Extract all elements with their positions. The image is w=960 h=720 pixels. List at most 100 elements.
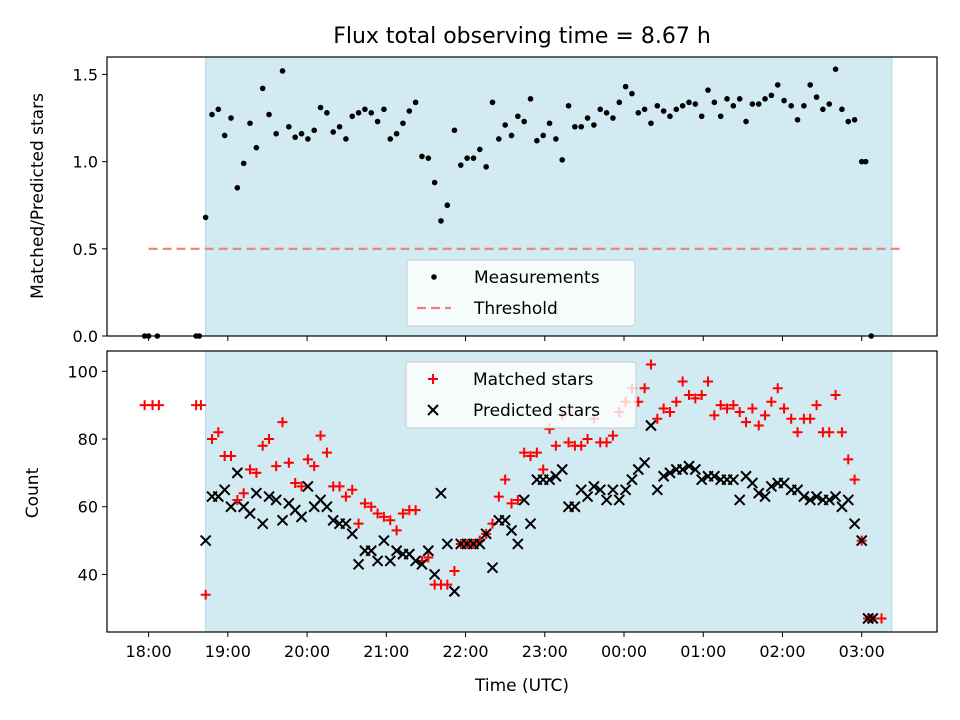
predicted-star-point (753, 487, 765, 499)
predicted-star-point (270, 494, 282, 506)
measurement-point (477, 146, 483, 153)
measurement-point (253, 144, 260, 151)
matched-star-point (849, 474, 860, 485)
matched-star-point (805, 413, 816, 424)
matched-star-point (264, 434, 275, 445)
matched-star-point (519, 447, 530, 458)
measurement-point (826, 101, 833, 107)
predicted-star-point (524, 517, 537, 530)
measurement-point (572, 123, 578, 130)
predicted-star-point (842, 494, 854, 506)
x-tick-label: 03:00 (839, 642, 885, 661)
legend-label: Predicted stars (473, 401, 600, 421)
matched-star-point (493, 491, 504, 502)
predicted-star-point (569, 501, 581, 513)
measurement-point (546, 120, 553, 127)
measurement-point (247, 120, 253, 127)
measurement-point (228, 115, 234, 121)
measurement-point (508, 132, 515, 139)
x-tick-label: 19:00 (205, 642, 251, 661)
measurement-point (489, 99, 496, 106)
predicted-star-point (645, 419, 657, 432)
legend-box (406, 259, 636, 327)
measurement-point (374, 118, 381, 125)
measurement-point (603, 110, 610, 116)
measurement-point (832, 66, 839, 73)
matched-star-point (500, 474, 511, 485)
legend-label: Threshold (473, 299, 558, 319)
matched-star-point (696, 390, 707, 401)
matched-star-point (830, 390, 841, 401)
matched-star-point (601, 437, 612, 448)
top-panel: 0.0 0.5 1.0 1.5 Measurements Threshold (73, 56, 938, 346)
measurement-point (431, 179, 438, 186)
measurement-point (266, 111, 272, 118)
predicted-star-point (543, 473, 556, 486)
matched-star-point (683, 390, 694, 401)
predicted-star-point (727, 473, 740, 486)
measurement-point (616, 99, 623, 106)
matched-star-point (372, 508, 383, 519)
predicted-star-point (867, 612, 879, 625)
matched-star-point (277, 417, 288, 428)
matched-star-point (423, 552, 434, 563)
measurement-point (692, 101, 699, 107)
matched-star-point (512, 494, 523, 505)
matched-star-point (347, 484, 358, 495)
matched-star-point (334, 481, 345, 492)
matched-star-point (753, 420, 764, 431)
measurement-point (400, 120, 406, 127)
matched-star-point (232, 494, 243, 505)
predicted-star-point (346, 528, 358, 540)
x-tick-label: 23:00 (522, 642, 568, 661)
predicted-star-point (441, 538, 454, 550)
measurement-point (324, 110, 330, 116)
predicted-star-point (607, 484, 619, 496)
measurement-point (698, 113, 705, 120)
measurement-point (578, 123, 585, 130)
predicted-star-point (613, 494, 625, 506)
measurement-point (305, 136, 311, 142)
predicted-star-point (435, 487, 447, 499)
predicted-star-point (448, 585, 461, 598)
predicted-star-point (384, 555, 396, 567)
measurement-point (755, 101, 762, 107)
matched-star-point (766, 396, 777, 407)
measurement-point (393, 130, 400, 137)
matched-star-point (843, 454, 854, 465)
measurement-point (553, 136, 559, 142)
measurement-point (470, 155, 477, 161)
measurement-point (705, 87, 711, 93)
matched-star-point (525, 450, 536, 461)
measurement-point (807, 82, 814, 88)
measurement-point (660, 108, 667, 114)
measurement-point (845, 118, 852, 125)
measurement-point (209, 111, 215, 118)
predicted-star-point (594, 484, 606, 496)
x-tick-label: 01:00 (680, 642, 726, 661)
matched-star-point (290, 478, 301, 489)
matched-star-point (563, 437, 574, 448)
matched-star-point (213, 427, 224, 438)
measurement-point (622, 83, 629, 90)
matched-star-point (715, 400, 726, 411)
predicted-star-point (862, 612, 874, 625)
measurement-point (286, 123, 292, 130)
matched-star-point (876, 613, 887, 624)
measurement-point (788, 103, 795, 109)
predicted-star-point (225, 501, 237, 513)
measurement-point (717, 113, 724, 120)
measurement-point (667, 113, 673, 120)
predicted-star-point (428, 568, 441, 581)
predicted-star-point (295, 511, 308, 523)
measurement-point (381, 106, 387, 113)
matched-star-point (353, 518, 364, 529)
measurement-point (654, 103, 661, 109)
measurement-point (317, 104, 324, 111)
predicted-star-point (823, 494, 835, 506)
matched-star-point (296, 481, 307, 492)
predicted-star-point (378, 534, 390, 547)
matched-star-point (245, 464, 256, 475)
measurement-point (686, 99, 692, 106)
